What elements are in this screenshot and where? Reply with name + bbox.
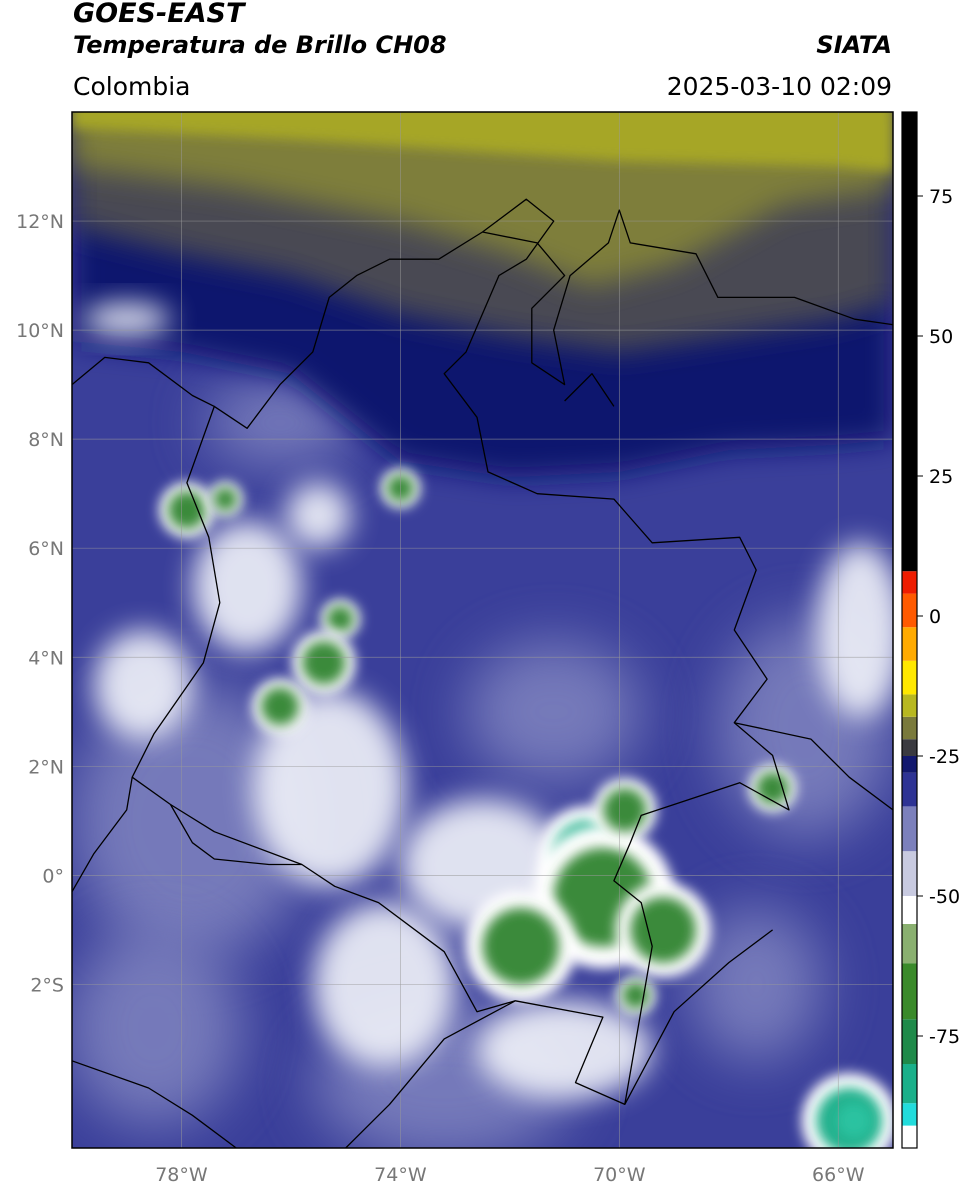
brightness-temperature-imagery (72, 112, 893, 1148)
latitude-tick-label: 8°N (28, 429, 64, 451)
map-frame (71, 111, 894, 1149)
colorbar-segment (902, 756, 917, 773)
colorbar-segment (902, 772, 917, 807)
venezuela-brazil-border (734, 722, 893, 811)
latitude-tick-label: 0° (42, 865, 64, 887)
longitude-tick-label: 70°W (593, 1164, 646, 1186)
latitude-tick-label: 10°N (16, 320, 64, 342)
region-label: Colombia (73, 72, 191, 101)
colorbar-segment (902, 1019, 917, 1064)
satellite-title: GOES-EAST (73, 0, 245, 29)
longitude-tick-label: 78°W (155, 1164, 208, 1186)
light-cloud-region (72, 929, 242, 1127)
timestamp-label: 2025-03-10 02:09 (666, 72, 892, 101)
light-cloud-region (72, 684, 313, 958)
lat-lon-grid (72, 112, 893, 1148)
colorbar-tick-label: 75 (929, 186, 953, 208)
convective-core (213, 487, 238, 512)
colorbar-segment (902, 660, 917, 695)
ecuador-colombia-border (169, 804, 302, 866)
longitude-tick-label: 74°W (374, 1164, 427, 1186)
convective-core (756, 771, 790, 805)
light-cloud-region (203, 379, 357, 467)
colorbar-segment (902, 112, 917, 572)
latitude-tick-label: 4°N (28, 647, 64, 669)
longitude-axis: 78°W 74°W 70°W 66°W (155, 1164, 864, 1186)
latitude-tick-label: 2°S (30, 974, 64, 996)
colorbar-segment (902, 806, 917, 852)
colorbar-segment (902, 716, 917, 740)
colorbar-segment (902, 896, 917, 924)
venezuela-coast (482, 209, 893, 386)
product-title: Temperatura de Brillo CH08 (73, 31, 447, 59)
colorbar-tick-label: -50 (929, 886, 960, 908)
colorbar-segment (902, 924, 917, 964)
colorbar-segment (902, 694, 917, 717)
cold-cloud-deck (285, 482, 352, 549)
colorbar (902, 112, 917, 1148)
colorbar-tick-label: 0 (929, 606, 941, 628)
colorbar-tick-label: -25 (929, 746, 960, 768)
cold-cloud-deck (252, 689, 406, 887)
colorbar-tick-label: 50 (929, 326, 953, 348)
colorbar-segment (902, 627, 917, 661)
colorbar-tick-label: -75 (929, 1026, 960, 1048)
latitude-tick-label: 2°N (28, 756, 64, 778)
cold-cloud-deck (192, 520, 302, 653)
panama-coast (72, 356, 215, 407)
peru-river (345, 1000, 516, 1148)
light-cloud-region (466, 640, 642, 783)
colorbar-segment (902, 1125, 917, 1148)
cold-cloud-deck (93, 629, 193, 740)
cold-cloud-deck (82, 302, 171, 336)
convective-core (482, 907, 560, 985)
convective-core-top (836, 1102, 873, 1139)
cold-cloud-deck (816, 542, 893, 718)
colorbar-segment (902, 739, 917, 756)
colorbar-tick-label: 25 (929, 466, 953, 488)
cold-cloud-deck (477, 1000, 653, 1100)
colorbar-segment (902, 593, 917, 628)
colorbar-segment (902, 1103, 917, 1126)
brazil-border (624, 929, 773, 1105)
maracaibo-lake (564, 373, 615, 407)
yellow-olive-band (72, 112, 893, 172)
colorbar-segment (902, 1064, 917, 1104)
convective-core (602, 788, 647, 832)
latitude-tick-label: 6°N (28, 538, 64, 560)
latitude-tick-label: 12°N (16, 211, 64, 233)
longitude-tick-label: 66°W (812, 1164, 865, 1186)
convective-core (260, 687, 300, 726)
ecuador-coast (72, 777, 133, 893)
colorbar-segment (902, 963, 917, 1020)
convective-core (167, 490, 207, 530)
convective-core (301, 640, 346, 685)
colorbar-segment (902, 851, 917, 896)
convective-core (630, 897, 696, 963)
colorbar-segment (902, 571, 917, 594)
organization-label: SIATA (816, 31, 892, 59)
latitude-axis: 12°N 10°N 8°N 6°N 4°N 2°N 0° 2°S (16, 211, 64, 996)
convective-core (326, 605, 354, 633)
colorbar-frame (901, 111, 918, 1149)
country-borders (72, 198, 893, 1148)
colorbar-axis: 75 50 25 0 -25 -50 -75 (917, 186, 960, 1048)
ecuador-peru-border (72, 1060, 237, 1148)
